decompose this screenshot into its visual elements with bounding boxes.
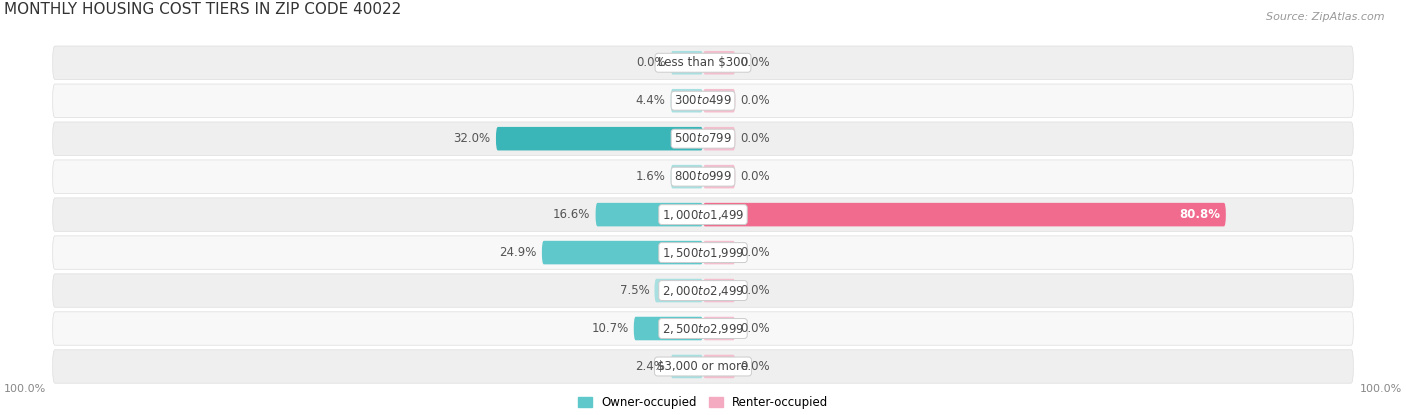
FancyBboxPatch shape xyxy=(52,122,1354,155)
Text: 0.0%: 0.0% xyxy=(741,246,770,259)
Text: 0.0%: 0.0% xyxy=(741,132,770,145)
FancyBboxPatch shape xyxy=(634,317,703,340)
FancyBboxPatch shape xyxy=(541,241,703,264)
FancyBboxPatch shape xyxy=(596,203,703,227)
Text: $500 to $799: $500 to $799 xyxy=(673,132,733,145)
Text: 0.0%: 0.0% xyxy=(741,170,770,183)
Text: 80.8%: 80.8% xyxy=(1180,208,1220,221)
Text: Source: ZipAtlas.com: Source: ZipAtlas.com xyxy=(1267,12,1385,22)
Text: Less than $300: Less than $300 xyxy=(658,56,748,69)
FancyBboxPatch shape xyxy=(52,274,1354,307)
Legend: Owner-occupied, Renter-occupied: Owner-occupied, Renter-occupied xyxy=(572,391,834,413)
FancyBboxPatch shape xyxy=(703,203,1226,227)
Text: 24.9%: 24.9% xyxy=(499,246,537,259)
Text: $1,500 to $1,999: $1,500 to $1,999 xyxy=(662,246,744,260)
FancyBboxPatch shape xyxy=(52,84,1354,117)
FancyBboxPatch shape xyxy=(671,89,703,112)
Text: $800 to $999: $800 to $999 xyxy=(673,170,733,183)
Text: 7.5%: 7.5% xyxy=(620,284,650,297)
Text: 100.0%: 100.0% xyxy=(1360,383,1402,393)
Text: 10.7%: 10.7% xyxy=(592,322,628,335)
FancyBboxPatch shape xyxy=(703,89,735,112)
Text: $1,000 to $1,499: $1,000 to $1,499 xyxy=(662,208,744,222)
Text: 0.0%: 0.0% xyxy=(741,284,770,297)
FancyBboxPatch shape xyxy=(671,51,703,75)
FancyBboxPatch shape xyxy=(671,355,703,378)
Text: $300 to $499: $300 to $499 xyxy=(673,94,733,107)
FancyBboxPatch shape xyxy=(52,46,1354,79)
FancyBboxPatch shape xyxy=(52,236,1354,269)
Text: $2,000 to $2,499: $2,000 to $2,499 xyxy=(662,283,744,298)
FancyBboxPatch shape xyxy=(52,198,1354,231)
FancyBboxPatch shape xyxy=(703,317,735,340)
FancyBboxPatch shape xyxy=(703,355,735,378)
Text: 0.0%: 0.0% xyxy=(741,56,770,69)
Text: 0.0%: 0.0% xyxy=(741,94,770,107)
Text: 100.0%: 100.0% xyxy=(4,383,46,393)
FancyBboxPatch shape xyxy=(52,312,1354,345)
Text: 1.6%: 1.6% xyxy=(636,170,665,183)
FancyBboxPatch shape xyxy=(654,279,703,302)
Text: $3,000 or more: $3,000 or more xyxy=(658,360,748,373)
FancyBboxPatch shape xyxy=(52,350,1354,383)
FancyBboxPatch shape xyxy=(671,165,703,188)
FancyBboxPatch shape xyxy=(703,241,735,264)
FancyBboxPatch shape xyxy=(496,127,703,151)
Text: MONTHLY HOUSING COST TIERS IN ZIP CODE 40022: MONTHLY HOUSING COST TIERS IN ZIP CODE 4… xyxy=(4,2,402,17)
Text: 0.0%: 0.0% xyxy=(741,322,770,335)
FancyBboxPatch shape xyxy=(703,51,735,75)
Text: 32.0%: 32.0% xyxy=(454,132,491,145)
Text: 0.0%: 0.0% xyxy=(636,56,665,69)
FancyBboxPatch shape xyxy=(703,279,735,302)
FancyBboxPatch shape xyxy=(703,127,735,151)
Text: $2,500 to $2,999: $2,500 to $2,999 xyxy=(662,322,744,335)
Text: 2.4%: 2.4% xyxy=(636,360,665,373)
Text: 0.0%: 0.0% xyxy=(741,360,770,373)
Text: 16.6%: 16.6% xyxy=(553,208,591,221)
FancyBboxPatch shape xyxy=(703,165,735,188)
FancyBboxPatch shape xyxy=(52,160,1354,193)
Text: 4.4%: 4.4% xyxy=(636,94,665,107)
